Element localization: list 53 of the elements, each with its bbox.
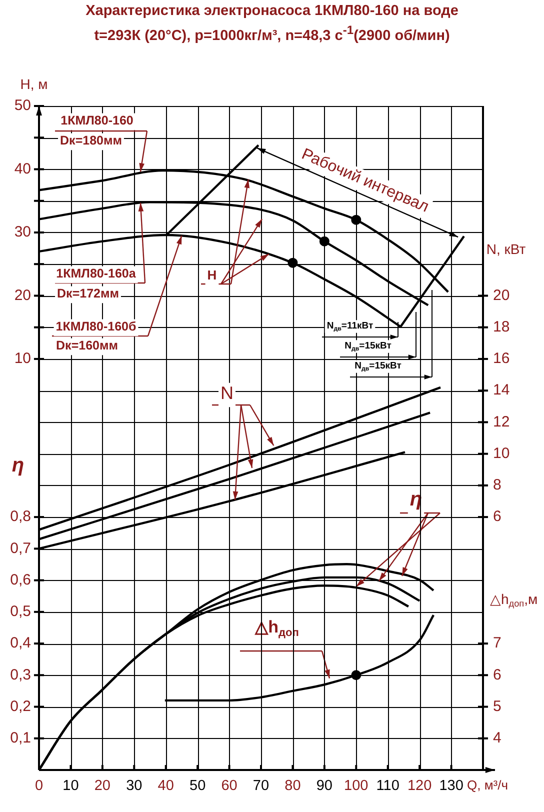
y2-tick-label: 4	[493, 730, 502, 747]
annotation: 1КМЛ80-160	[60, 113, 134, 128]
y2-tick-label: 8	[493, 476, 502, 494]
x-tick-label: 110	[376, 778, 400, 794]
annotation: Dк=172мм	[57, 286, 119, 300]
annotation: N	[220, 382, 234, 403]
y2-axis-title: N, кВт	[486, 240, 526, 257]
x-axis-title: Q, м³/ч	[467, 778, 508, 793]
y-tick-label: 10	[14, 350, 32, 368]
x-tick-label: 50	[190, 778, 206, 794]
y-tick-label: 0,6	[10, 571, 32, 588]
y-tick-label: 0,2	[10, 698, 32, 715]
x-tick-label: 60	[221, 778, 238, 794]
y2-tick-label: 6	[493, 508, 502, 526]
chart-title: Характеристика электронасоса 1КМЛ80-160 на воде	[84, 2, 460, 21]
y-tick-label: 0,4	[10, 634, 32, 652]
x-tick-label: 30	[126, 778, 142, 794]
y2-tick-label: 16	[493, 350, 510, 368]
y-tick-label: 0,5	[10, 603, 32, 620]
y-axis-title: η	[12, 454, 24, 477]
x-tick-label: 0	[34, 778, 44, 794]
y2-tick-label: 12	[493, 413, 510, 430]
y-tick-label: 50	[14, 97, 32, 114]
annotation: H	[207, 268, 217, 283]
y-tick-label: 0,3	[10, 666, 32, 684]
y2-tick-label: 6	[493, 666, 502, 684]
x-tick-label: 20	[94, 778, 111, 794]
y2-tick-label: 7	[493, 634, 502, 652]
x-tick-label: 10	[62, 778, 79, 794]
annotation: 1КМЛ80-160а	[56, 266, 137, 280]
y-tick-label: 0,1	[10, 730, 32, 747]
annotation: 1КМЛ80-160б	[56, 319, 136, 334]
chart-subtitle: t=293К (20°C), p=1000кг/м³, n=48,3 с$^{-1}$(2900 об/мин)	[93, 22, 451, 46]
x-tick-label: 130	[439, 778, 464, 794]
y-tick-label: 0,7	[10, 540, 32, 557]
y-tick-label: 0,8	[10, 508, 32, 526]
x-tick-label: 90	[316, 778, 333, 794]
x-tick-label: 80	[284, 778, 301, 794]
y2-tick-label: 18	[493, 318, 510, 336]
annotation: Dк=180мм	[60, 133, 122, 148]
x-tick-label: 120	[407, 778, 432, 794]
annotation: Dк=160мм	[56, 338, 118, 352]
x-tick-label: 70	[252, 778, 270, 794]
y2-tick-label: 14	[493, 382, 510, 399]
y-tick-label: 30	[14, 224, 32, 241]
y2-tick-label: 20	[493, 286, 510, 304]
y-tick-label: 20	[14, 286, 32, 304]
y-axis-title: H, м	[20, 76, 48, 92]
x-tick-label: 40	[158, 778, 174, 794]
y2-tick-label: 5	[493, 698, 502, 715]
y2-tick-label: 10	[493, 444, 510, 462]
x-tick-label: 100	[344, 778, 368, 794]
y-tick-label: 40	[14, 160, 32, 178]
